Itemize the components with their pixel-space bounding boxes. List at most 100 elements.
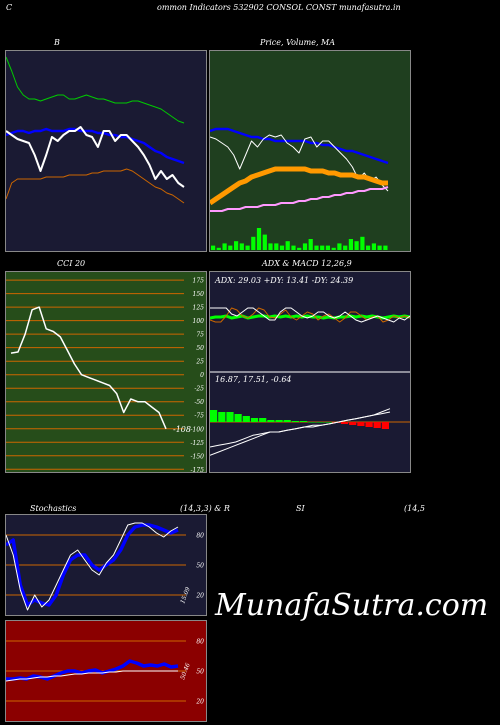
cci-tick-label: -50 [194,399,204,406]
volume-bar [291,245,296,250]
macd-series-1 [210,411,391,448]
bollinger-title: B [54,38,60,47]
macd-histogram-bar [373,422,381,428]
volume-bar [279,245,285,250]
rsi-series-1 [6,670,178,682]
cci-chart: 175 150 125 100 75 50 25 0 -25 -50 -75 -100 -125 -150… [6,278,205,472]
cci-tick-label: 125 [193,305,205,312]
volume-bar [383,245,388,250]
cci-tick-label: 50 [196,345,204,352]
cci-tick-label: -175 [191,467,205,472]
volume-bar [228,245,233,250]
macd-histogram-bar [291,421,299,422]
macd-histogram-bar [242,416,250,422]
macd-histogram-bar [308,422,316,423]
price-series-3 [210,186,389,212]
volume-bar [320,245,325,250]
macd-histogram-bar [218,412,226,422]
volume-bar [211,245,216,250]
bollinger-series-1 [6,127,185,165]
cci-line [10,306,167,430]
volume-bar [216,247,221,250]
rsi-tick-label: 50 [196,669,204,676]
volume-bar [354,241,359,250]
bollinger-series-0 [6,56,185,124]
macd-histogram-bar [283,420,291,422]
volume-bar [314,245,319,250]
cci-tick-label: 75 [196,332,204,339]
adx-macd-panel: ADX: 29.03 +DY: 13.41 -DY: 24.39 16.87, … [209,271,411,473]
volume-bar [256,228,262,250]
stochastics-last-value: 15.09 [179,586,192,605]
volume-bar [337,243,342,250]
volume-bar [251,236,256,250]
rsi-title: SI [296,504,305,513]
macd-histogram-bar [210,410,218,422]
volume-bar [377,245,382,250]
price-series-2 [210,166,388,206]
volume-bar [268,243,273,250]
macd-histogram-bar [259,418,267,422]
price-ma-chart [210,127,389,250]
adx-values-label: ADX: 29.03 +DY: 13.41 -DY: 24.39 [215,276,354,285]
volume-bar [371,243,376,250]
stochastics-params: (14,3,3) & R [180,504,230,513]
macd-histogram-bar [357,422,365,426]
volume-bar [274,243,279,250]
stochastics-tick-label: 20 [195,593,204,600]
macd-histogram-bar [349,422,357,425]
stochastics-panel: 80 50 20 15.09 [5,514,207,616]
cci-tick-label: 25 [195,359,204,366]
volume-bar [348,239,353,250]
rsi-tick-label: 80 [196,639,204,646]
volume-bar [245,245,250,250]
stochastics-title: Stochastics [30,504,77,513]
volume-bar [239,243,244,250]
macd-histogram-bar [324,422,332,423]
volume-bar [285,241,290,250]
volume-bar [331,247,336,250]
cci-title: CCI 20 [57,259,86,268]
adx-macd-chart [210,307,410,456]
header-title: ommon Indicators 532902 CONSOL CONST mun… [157,3,401,12]
stochastics-series-0 [6,523,179,607]
cci-tick-label: -100 [191,426,205,433]
rsi-series-0 [6,659,179,681]
bollinger-series-2 [6,126,185,188]
stochastics-tick-label: 80 [196,533,204,540]
price-ma-panel [209,50,411,252]
volume-bar [234,241,239,250]
header-left-letter: C [6,3,13,12]
volume-bar [366,245,371,250]
cci-tick-label: -75 [194,413,204,420]
cci-tick-label: 0 [200,372,204,379]
macd-values-label: 16.87, 17.51, -0.64 [215,375,292,384]
volume-bar [262,234,267,250]
rsi-params: (14,5 [404,504,425,513]
adx-macd-title: ADX & MACD 12,26,9 [262,259,352,268]
adx-series-2 [210,307,410,323]
price-ma-title: Price, Volume, MA [260,38,336,47]
price-series-0 [210,127,389,165]
rsi-chart: 80 50 20 50.46 [6,639,204,706]
macd-histogram-bar [340,422,349,424]
macd-histogram-bar [316,422,324,423]
cci-tick-label: 175 [193,278,205,285]
bollinger-series-3 [6,168,185,204]
volume-bar [302,243,308,250]
volume-bar [297,247,302,250]
volume-bar [360,236,365,250]
volume-bar [222,243,227,250]
bollinger-chart [6,56,185,204]
rsi-tick-label: 20 [195,699,204,706]
rsi-last-value: 50.46 [179,662,192,681]
macd-histogram-bar [267,420,275,422]
macd-histogram-bar [250,418,259,422]
cci-tick-label: -150 [191,453,205,460]
macd-histogram-bar [300,421,308,422]
macd-histogram-bar [365,422,373,427]
cci-last-value: -108 [173,425,191,434]
cci-tick-label: 100 [193,318,205,325]
watermark: MunafaSutra.com [215,588,489,623]
